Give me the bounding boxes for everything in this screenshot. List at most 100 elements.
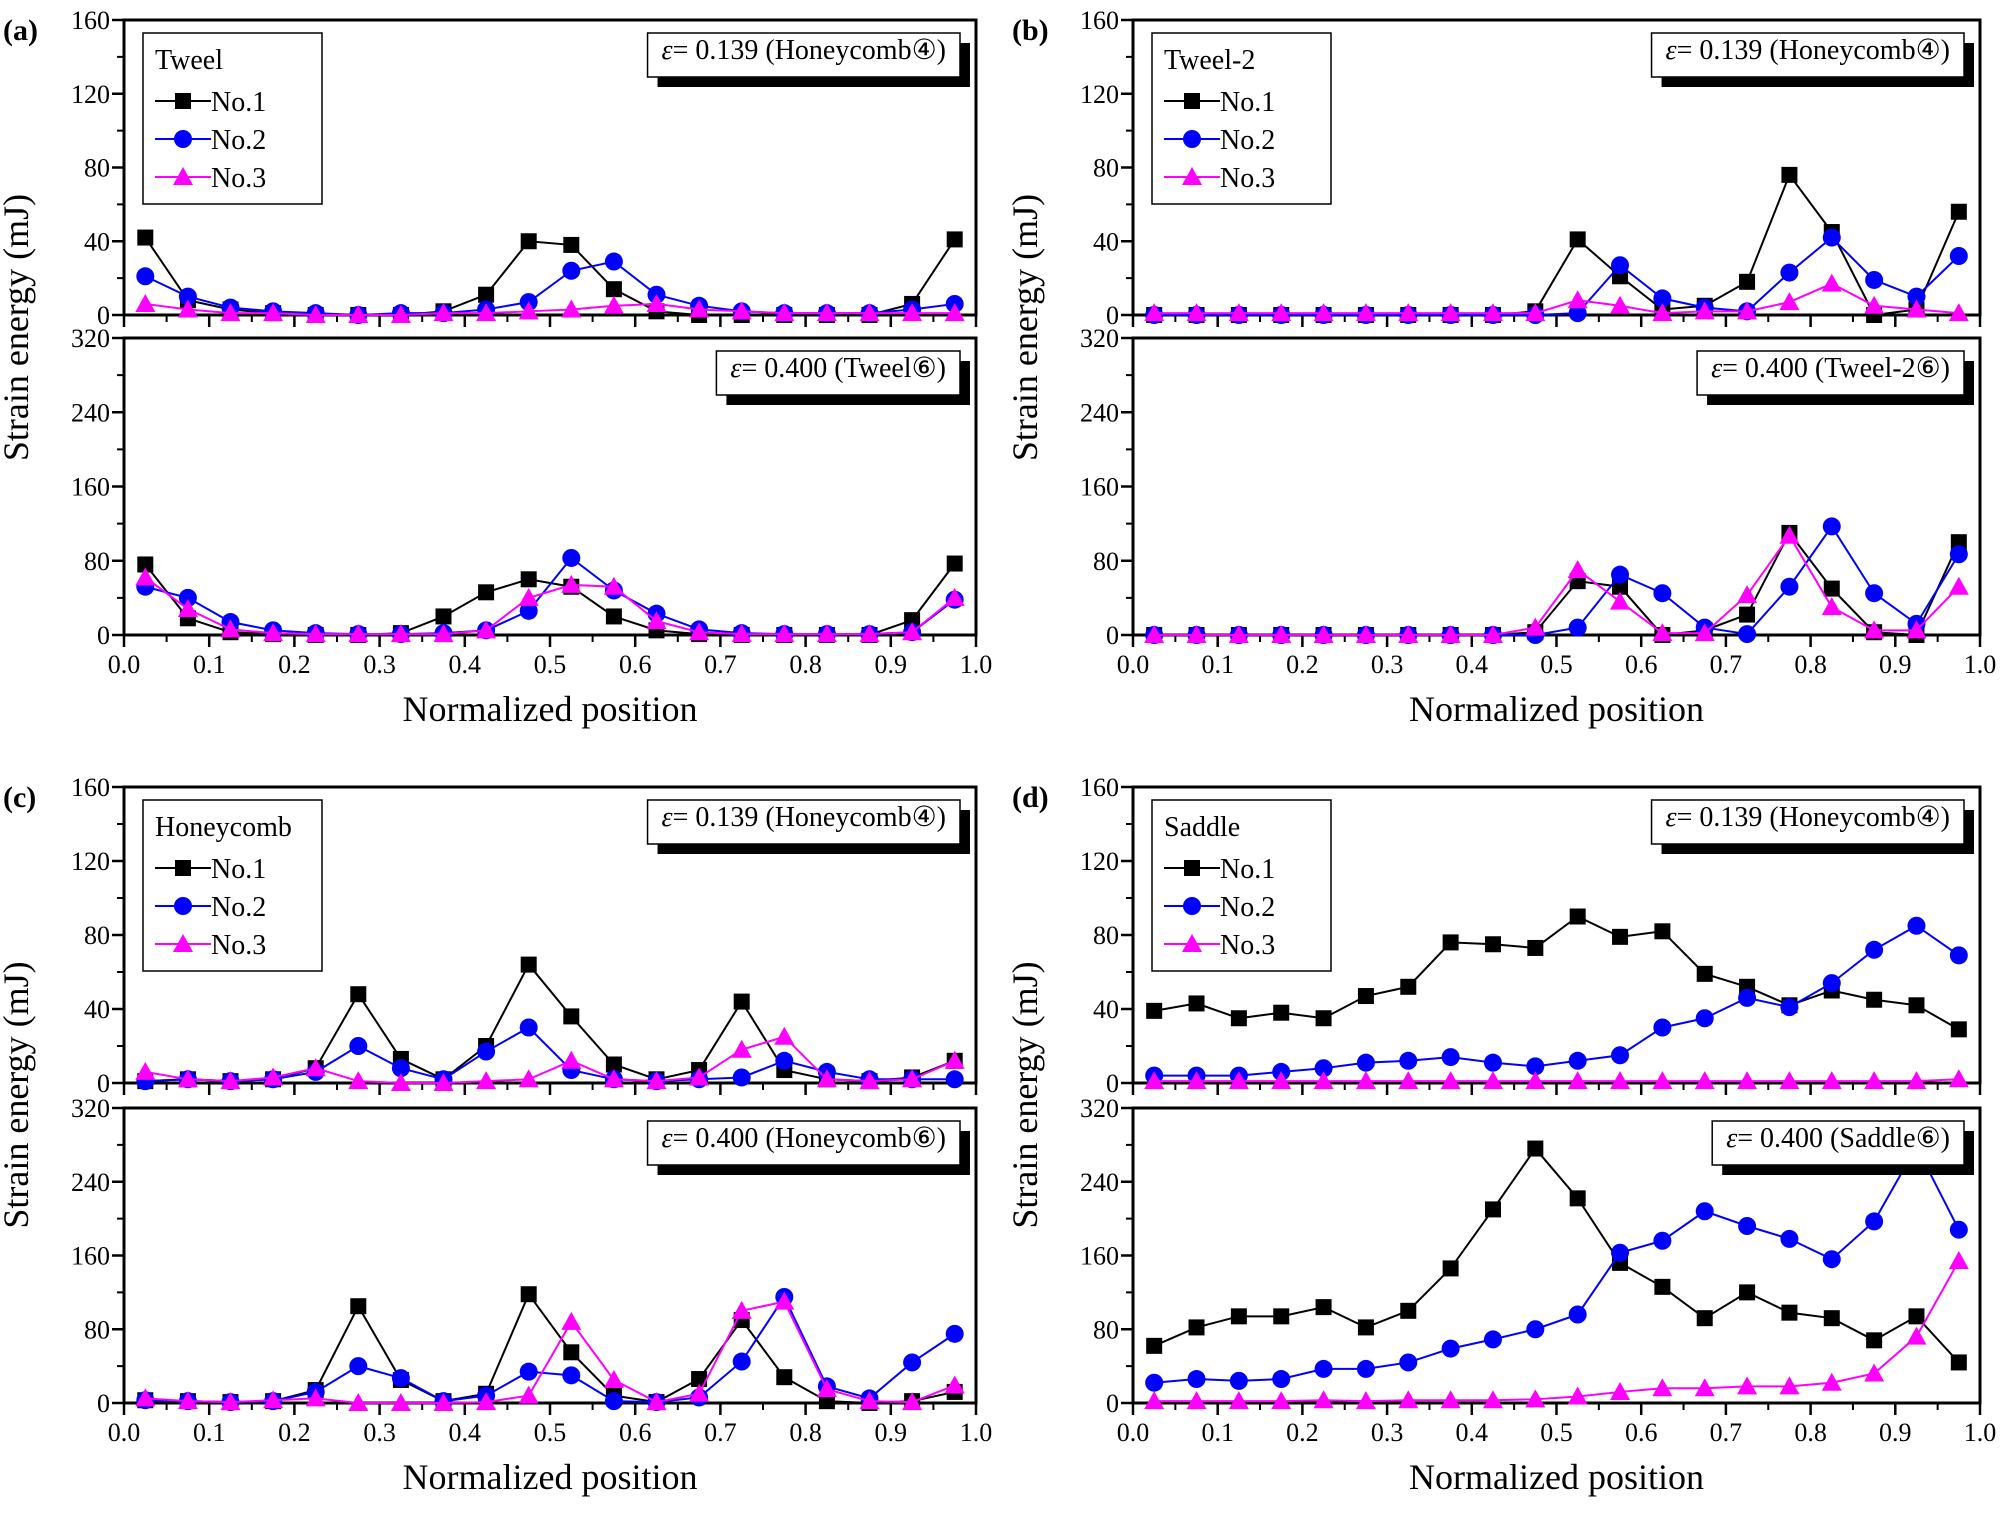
data-point [1738, 625, 1757, 644]
y-tick-label: 120 [71, 80, 110, 109]
data-point [605, 1056, 622, 1073]
annotation-text: ε= 0.139 (Honeycomb④) [662, 35, 946, 66]
data-point [305, 305, 326, 323]
legend-label: No.1 [1220, 87, 1275, 118]
x-tick-label: 0.1 [1201, 1418, 1234, 1447]
annotation-box: ε= 0.400 (Honeycomb⑥) [646, 1120, 970, 1175]
data-point [1272, 1370, 1291, 1389]
data-point [1313, 625, 1334, 643]
legend: Honeycomb No.1 No.2 No.3 [142, 799, 323, 972]
data-point [1908, 1308, 1925, 1325]
data-point [1482, 303, 1503, 322]
data-point [902, 1069, 923, 1088]
data-point [1948, 1069, 1969, 1088]
x-tick-label: 0.3 [1371, 650, 1404, 679]
annotation-box: ε= 0.139 (Honeycomb④) [646, 32, 970, 87]
data-point [1525, 303, 1546, 322]
data-point [476, 620, 497, 639]
data-point [731, 624, 752, 643]
y-tick-label: 160 [1080, 473, 1119, 502]
y-tick-label: 0 [1106, 621, 1119, 650]
annotation-frame [646, 799, 961, 845]
data-point [135, 1388, 156, 1407]
data-point [1821, 1372, 1842, 1391]
legend-item: No.3 [1164, 163, 1275, 194]
panel-label: (b) [1012, 14, 1049, 47]
legend-label: No.2 [1220, 125, 1275, 156]
series-line [145, 1035, 956, 1084]
series-no3 [135, 567, 965, 643]
data-point [1611, 256, 1630, 275]
data-point [1482, 625, 1503, 643]
data-point [1865, 584, 1884, 603]
y-tick-label: 240 [1080, 1168, 1119, 1197]
data-point [1652, 623, 1673, 642]
series-no3 [135, 1026, 965, 1091]
legend-frame [142, 799, 323, 972]
data-point [1441, 1339, 1460, 1358]
data-point [390, 1073, 411, 1091]
data-point [348, 1071, 369, 1090]
data-point [1569, 908, 1586, 925]
data-point [1483, 1330, 1502, 1349]
legend-marker [175, 93, 191, 109]
series-line [1154, 1260, 1960, 1403]
data-point [731, 301, 752, 320]
data-point [603, 1069, 624, 1088]
data-point [1398, 1071, 1419, 1090]
data-point [1569, 231, 1586, 248]
data-point [944, 587, 965, 606]
data-point [1948, 1251, 1969, 1270]
y-tick-label: 0 [97, 1069, 110, 1098]
data-point [946, 231, 963, 248]
data-point [478, 286, 495, 303]
panel-label: (d) [1012, 781, 1049, 814]
legend-item: No.1 [155, 87, 266, 118]
data-point [776, 1369, 793, 1386]
data-point [433, 1393, 454, 1411]
data-point [562, 1366, 581, 1385]
data-point [1738, 988, 1757, 1007]
data-point [774, 624, 795, 643]
data-point [562, 261, 581, 280]
x-tick-label: 0.0 [108, 1418, 141, 1447]
data-point [563, 236, 580, 253]
x-tick-label: 0.7 [1710, 1418, 1743, 1447]
data-point [1144, 303, 1165, 322]
y-tick-label: 80 [84, 921, 110, 950]
annotation-frame [1711, 1120, 1965, 1166]
data-point [902, 303, 923, 322]
y-tick-label: 160 [71, 473, 110, 502]
series-no2 [1145, 1137, 1968, 1392]
data-point [348, 305, 369, 323]
legend-item: No.2 [155, 892, 266, 923]
data-point [433, 624, 454, 643]
data-point [1482, 1071, 1503, 1090]
data-point [177, 299, 198, 318]
data-point [476, 1392, 497, 1411]
y-tick-label: 80 [84, 154, 110, 183]
data-point [1230, 1308, 1247, 1325]
legend-label: No.3 [1220, 163, 1275, 194]
data-point [1780, 577, 1799, 596]
annotation-box: ε= 0.139 (Honeycomb④) [646, 799, 970, 854]
data-point [605, 281, 622, 298]
data-point [1950, 534, 1967, 551]
y-tick-label: 120 [71, 847, 110, 876]
epsilon-symbol: ε [1726, 1123, 1737, 1154]
data-point [563, 1008, 580, 1025]
data-point [390, 305, 411, 323]
data-point [520, 956, 537, 973]
data-point [1527, 1140, 1544, 1157]
x-tick-label: 0.9 [875, 650, 908, 679]
data-point [1186, 625, 1207, 643]
annotation-frame [715, 350, 961, 396]
y-tick-label: 160 [1080, 6, 1119, 35]
data-point [1781, 1304, 1798, 1321]
data-point [775, 1051, 794, 1070]
panel-a: (a) Strain energy (mJ) Normalized position… [0, 6, 992, 729]
data-point [1821, 273, 1842, 292]
annotation-value: = 0.139 (Honeycomb④) [673, 802, 946, 833]
data-point [691, 1371, 708, 1388]
data-point [520, 1286, 537, 1303]
